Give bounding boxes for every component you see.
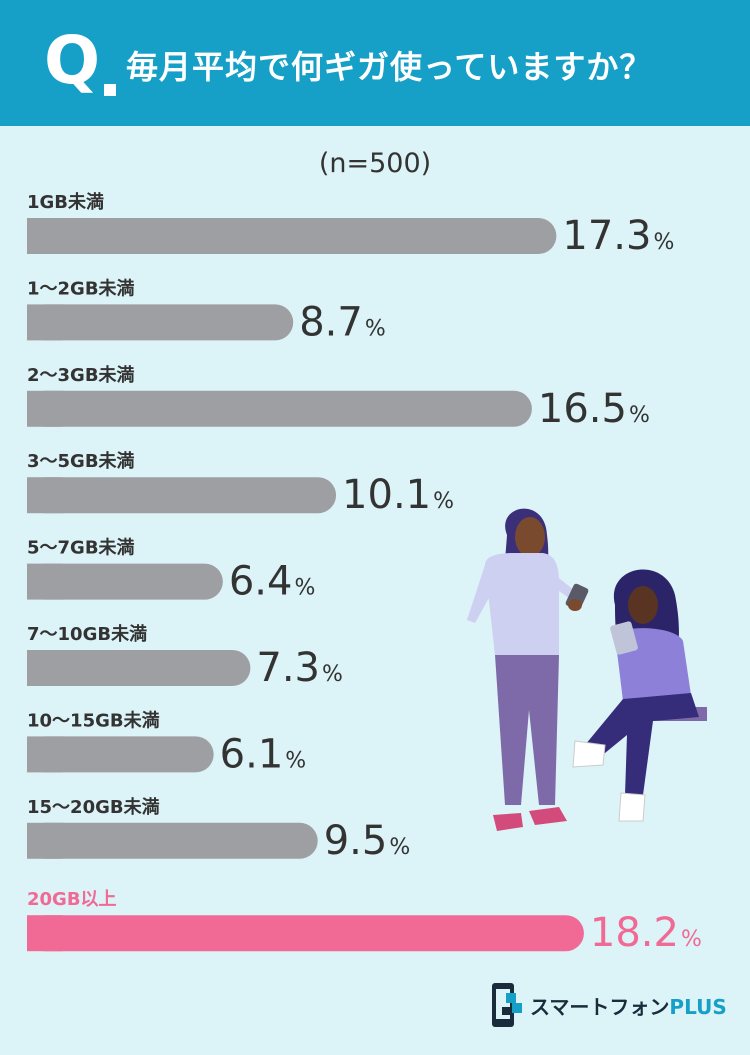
bar xyxy=(27,477,337,514)
value-label: 9.5% xyxy=(324,818,411,864)
category-label: 15〜20GB未満 xyxy=(27,796,160,818)
bar-left-edge xyxy=(27,390,63,427)
value-label: 10.1% xyxy=(342,472,454,518)
bar xyxy=(27,218,557,254)
question-dot xyxy=(104,84,116,96)
standing-woman-figure xyxy=(467,508,589,831)
value-label: 6.1% xyxy=(220,731,307,777)
bar-left-edge xyxy=(27,218,63,254)
bar-left-edge xyxy=(27,822,63,859)
bar xyxy=(27,650,251,686)
bar-left-edge xyxy=(27,563,63,600)
bar xyxy=(27,822,318,859)
value-label: 17.3% xyxy=(562,213,674,259)
sitting-woman-figure xyxy=(572,569,707,822)
brand-logo: スマートフォンPLUS xyxy=(492,983,727,1027)
category-label: 3〜5GB未満 xyxy=(27,450,135,472)
brand-logo-name: スマートフォン xyxy=(530,994,670,1019)
bar xyxy=(27,563,223,600)
category-label: 7〜10GB未満 xyxy=(27,623,147,645)
brand-logo-icon xyxy=(492,983,522,1027)
sample-size-label: (n=500) xyxy=(318,148,432,179)
value-label: 6.4% xyxy=(229,559,316,605)
brand-logo-plus: PLUS xyxy=(669,994,727,1019)
bar-left-edge xyxy=(27,304,63,341)
bar-left-edge xyxy=(27,650,63,686)
people-illustration xyxy=(467,508,707,831)
value-label: 18.2% xyxy=(590,910,702,956)
brand-logo-text: スマートフォンPLUS xyxy=(530,991,727,1020)
value-label: 8.7% xyxy=(299,299,386,345)
category-label: 1〜2GB未満 xyxy=(27,277,135,299)
category-label: 1GB未満 xyxy=(27,191,104,213)
category-label: 2〜3GB未満 xyxy=(27,364,135,386)
question-mark-label: Q xyxy=(44,22,101,99)
page-title: 毎月平均で何ギガ使っていますか？ xyxy=(126,48,653,86)
category-label: 10〜15GB未満 xyxy=(27,709,160,731)
header-banner: Q 毎月平均で何ギガ使っていますか？ xyxy=(0,0,750,126)
bar xyxy=(27,390,532,427)
value-label: 7.3% xyxy=(256,645,343,691)
bar-left-edge xyxy=(27,477,63,514)
bar xyxy=(27,304,294,341)
bar xyxy=(27,736,214,773)
bar xyxy=(27,915,584,952)
bar-left-edge xyxy=(27,736,63,773)
value-label: 16.5% xyxy=(538,386,650,432)
category-label: 20GB以上 xyxy=(27,889,117,910)
bar-left-edge xyxy=(27,915,63,952)
category-label: 5〜7GB未満 xyxy=(27,537,135,559)
